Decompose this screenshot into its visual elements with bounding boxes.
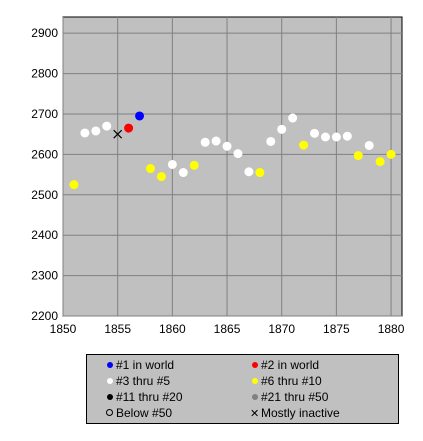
y-tick-label: 2500 — [31, 188, 58, 202]
data-point — [156, 172, 166, 182]
legend-item-5: #11 thru #20 — [105, 390, 183, 405]
data-point — [266, 136, 276, 146]
x-tick-label: 1865 — [214, 322, 241, 336]
legend-marker-icon — [106, 377, 113, 384]
x-tick-label: 1850 — [50, 322, 77, 336]
legend-item-4: #6 thru #10 — [250, 374, 322, 389]
legend-marker-icon — [251, 361, 258, 368]
y-tick-label: 2900 — [31, 26, 58, 40]
data-point — [189, 160, 199, 170]
data-point — [135, 111, 145, 121]
legend-marker-icon — [251, 393, 258, 400]
x-tick-label: 1855 — [104, 322, 131, 336]
legend-item-2: #2 in world — [250, 358, 319, 373]
data-point — [255, 168, 265, 178]
legend-item-8: ✕ Mostly inactive — [250, 406, 340, 421]
y-tick-label: 2200 — [31, 309, 58, 323]
legend-marker-icon — [106, 361, 113, 368]
y-tick-label: 2400 — [31, 228, 58, 242]
data-point-x — [113, 129, 123, 139]
legend-marker-icon — [106, 393, 113, 400]
data-point — [167, 159, 177, 169]
data-point — [331, 132, 341, 142]
data-point — [145, 164, 155, 174]
x-tick-label: 1870 — [268, 322, 295, 336]
legend-label: #6 thru #10 — [261, 374, 322, 388]
legend-label: Mostly inactive — [261, 406, 340, 420]
legend-label: Below #50 — [116, 406, 173, 420]
data-point — [233, 149, 243, 159]
legend-marker-icon — [106, 409, 113, 417]
data-point — [80, 128, 90, 138]
data-point — [124, 123, 134, 133]
data-point — [222, 141, 232, 151]
legend-marker-icon — [251, 377, 258, 384]
data-point — [211, 136, 221, 146]
data-point — [320, 132, 330, 142]
x-axis-ticks: 1850 1855 1860 1865 1870 1875 1880 — [50, 322, 405, 336]
data-point — [69, 180, 79, 190]
legend-label: #2 in world — [261, 358, 320, 372]
x-tick-label: 1860 — [159, 322, 186, 336]
data-point — [386, 149, 396, 159]
legend: #1 in world #2 in world #3 thru #5 #6 th… — [86, 354, 399, 424]
chart: 1850 1855 1860 1865 1870 1875 1880 2200 2300 240… — [31, 16, 405, 336]
legend-item-1: #1 in world — [105, 358, 174, 373]
data-point — [288, 113, 298, 123]
data-point — [200, 137, 210, 147]
legend-item-3: #3 thru #5 — [105, 374, 170, 389]
y-tick-label: 2700 — [31, 107, 58, 121]
y-tick-label: 2300 — [31, 269, 58, 283]
data-point — [91, 126, 101, 136]
legend-label: #21 thru #50 — [261, 390, 329, 404]
data-point — [342, 131, 352, 141]
data-point — [299, 140, 309, 150]
data-point — [277, 124, 287, 134]
x-tick-label: 1875 — [323, 322, 350, 336]
legend-label: #1 in world — [116, 358, 175, 372]
data-point — [178, 168, 188, 178]
x-tick-label: 1880 — [378, 322, 405, 336]
y-tick-label: 2600 — [31, 147, 58, 161]
legend-label: #11 thru #20 — [116, 390, 183, 404]
plot-area — [62, 16, 403, 317]
legend-item-7: Below #50 — [105, 406, 172, 421]
y-tick-label: 2800 — [31, 67, 58, 81]
data-point — [102, 121, 112, 131]
data-points — [69, 111, 396, 190]
grid-lines — [62, 17, 402, 317]
y-axis-ticks: 2200 2300 2400 2500 2600 2700 2800 2900 — [31, 26, 58, 323]
data-point — [353, 151, 363, 161]
x-mark-icon: ✕ — [250, 408, 260, 420]
data-point — [310, 128, 320, 138]
legend-item-6: #21 thru #50 — [250, 390, 328, 405]
legend-label: #3 thru #5 — [116, 374, 171, 388]
data-point — [364, 140, 374, 150]
data-point — [375, 157, 385, 167]
data-point — [244, 167, 254, 177]
